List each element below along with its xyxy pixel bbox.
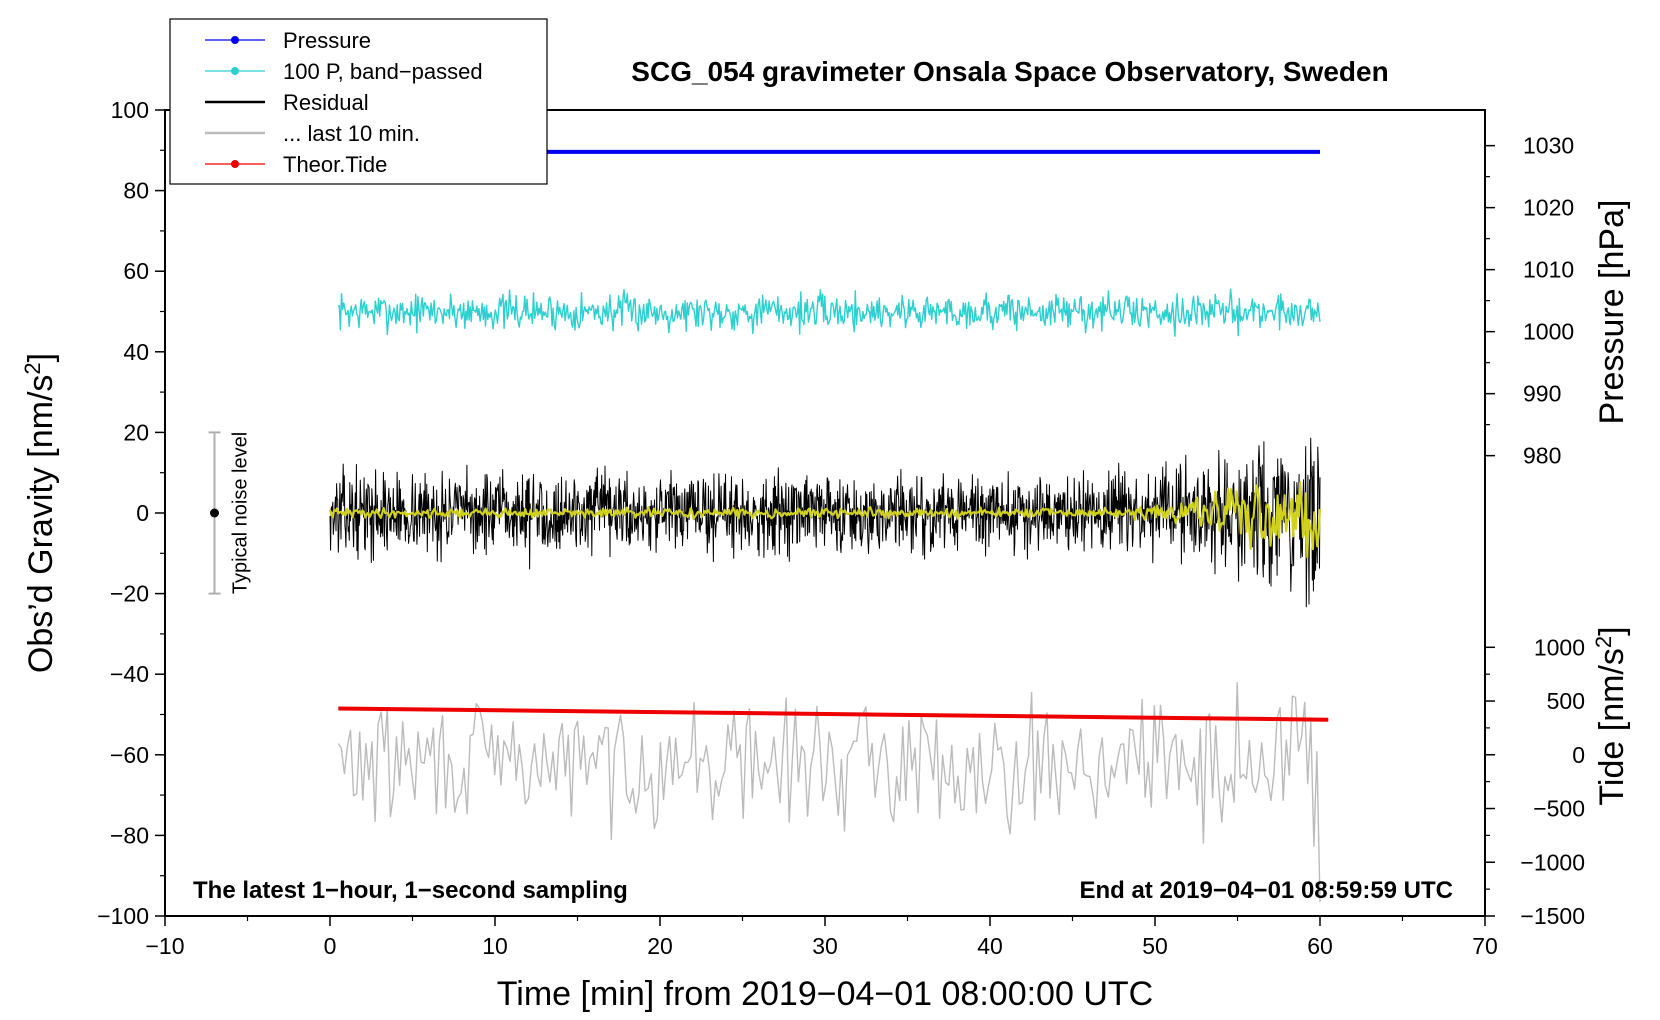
y-tick-label: −40 [110, 661, 149, 687]
x-tick-label: 10 [482, 933, 508, 959]
y-axis-pressure: 980 990 1000 1010 1020 1030 [1485, 133, 1574, 469]
y-tick-label: −20 [110, 581, 149, 607]
legend: Pressure 100 P, band−passed Residual ... la… [169, 18, 548, 185]
x-tick-label: 0 [324, 933, 337, 959]
x-tick-label: 70 [1472, 933, 1498, 959]
y-tick-label: 80 [123, 178, 149, 204]
tide-tick-label: −1500 [1520, 903, 1585, 929]
series-last-10-min [337, 682, 1321, 903]
series-layer [328, 149, 1329, 903]
series-theor-tide [338, 706, 1329, 722]
x-tick-label: 50 [1142, 933, 1168, 959]
tide-tick-label: −500 [1533, 796, 1585, 822]
annotation-sampling: The latest 1−hour, 1−second sampling [193, 877, 628, 904]
y-tick-label: 60 [123, 258, 149, 284]
x-axis-title: Time [min] from 2019−04−01 08:00:00 UTC [497, 975, 1153, 1013]
pressure-tick-label: 1000 [1523, 319, 1574, 345]
y-axis-title-close: ] [22, 353, 60, 362]
legend-label: 100 P, band−passed [283, 59, 483, 84]
pressure-tick-label: 1010 [1523, 257, 1574, 283]
y-tick-label: 40 [123, 339, 149, 365]
x-tick-label: 20 [647, 933, 673, 959]
pressure-tick-label: 990 [1523, 381, 1561, 407]
y-tick-label: 100 [111, 97, 149, 123]
x-tick-label: 40 [977, 933, 1003, 959]
legend-label: Theor.Tide [283, 152, 387, 177]
tide-tick-label: 1000 [1534, 634, 1585, 660]
pressure-axis-title: Pressure [hPa] [1593, 200, 1631, 425]
tide-tick-label: 0 [1572, 742, 1585, 768]
tide-axis-title-close: ] [1593, 626, 1631, 635]
y-tick-label: −80 [110, 822, 149, 848]
legend-label: ... last 10 min. [283, 121, 420, 146]
y-axis-title-sup: 2 [20, 362, 45, 374]
legend-label: Pressure [283, 28, 371, 53]
pressure-tick-label: 1020 [1523, 195, 1574, 221]
tide-tick-label: −1000 [1520, 849, 1585, 875]
legend-marker [231, 36, 239, 44]
pressure-tick-label: 1030 [1523, 133, 1574, 159]
y-axis-left: −100 −80 −60 −40 −20 0 20 40 60 80 100 [97, 97, 165, 929]
x-axis: −10 0 10 20 30 40 50 60 70 [145, 916, 1498, 959]
series-residual [329, 437, 1321, 608]
noise-level-bar: Typical noise level [208, 431, 252, 595]
annotation-end-time: End at 2019−04−01 08:59:59 UTC [1079, 877, 1453, 904]
tide-axis-title: Tide [nm/s2] [1591, 626, 1631, 805]
y-tick-label: 20 [123, 419, 149, 445]
noise-bar-label: Typical noise level [230, 432, 252, 594]
chart-title: SCG_054 gravimeter Onsala Space Observat… [631, 56, 1388, 87]
y-axis-title-main: Obs’d Gravity [nm/s [22, 375, 60, 674]
y-axis-tide: −1500 −1000 −500 0 500 1000 [1485, 634, 1585, 929]
y-tick-label: −100 [97, 903, 149, 929]
y-axis-title: Obs’d Gravity [nm/s2] [20, 353, 60, 673]
tide-tick-label: 500 [1547, 688, 1585, 714]
x-tick-label: 60 [1307, 933, 1333, 959]
legend-label: Residual [283, 90, 369, 115]
series-100-p-band-passed [337, 288, 1321, 337]
legend-marker [231, 67, 239, 75]
tide-axis-title-main: Tide [nm/s [1593, 648, 1631, 805]
x-tick-label: −10 [145, 933, 184, 959]
pressure-tick-label: 980 [1523, 443, 1561, 469]
y-tick-label: −60 [110, 742, 149, 768]
legend-marker [231, 160, 239, 168]
y-tick-label: 0 [136, 500, 149, 526]
noise-bar-dot [210, 508, 219, 518]
series-smoothed-residual [328, 481, 1322, 559]
tide-axis-title-sup: 2 [1591, 636, 1616, 648]
x-tick-label: 30 [812, 933, 838, 959]
